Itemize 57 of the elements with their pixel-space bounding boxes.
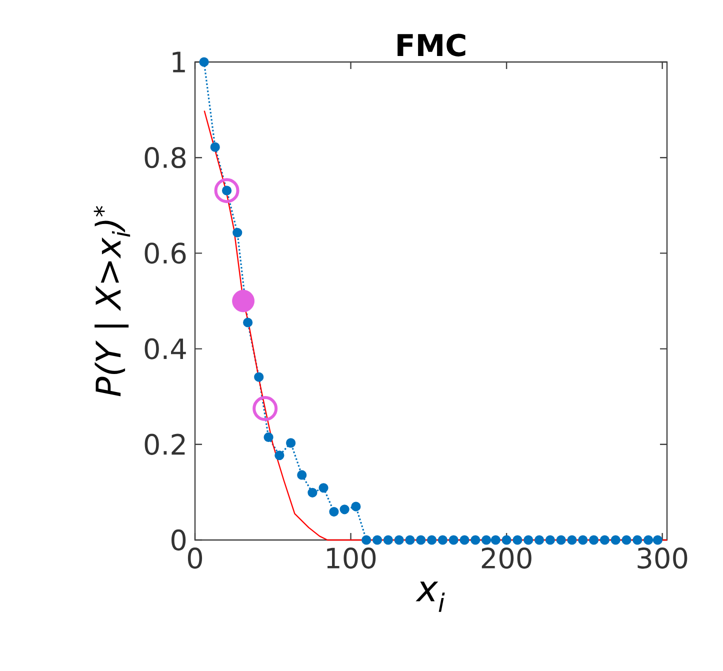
- point: [578, 535, 588, 545]
- point: [545, 535, 555, 545]
- point: [383, 535, 393, 545]
- y-tick-label: 0.6: [144, 242, 186, 264]
- point: [362, 535, 372, 545]
- point: [502, 535, 512, 545]
- point: [199, 57, 209, 67]
- point: [610, 535, 620, 545]
- point: [340, 504, 350, 514]
- point: [460, 535, 470, 545]
- point: [308, 488, 318, 498]
- point: [329, 506, 339, 517]
- y-tick-label: 1: [172, 52, 185, 72]
- point: [252, 396, 278, 422]
- y-axis-title: P(Y | X>x$_{i}$)$^{*}$: [94, 206, 130, 396]
- point: [490, 535, 500, 545]
- point: [524, 535, 534, 545]
- point: [534, 535, 544, 545]
- point: [556, 535, 566, 545]
- y-tick-label: 0: [172, 529, 186, 551]
- y-tick-label: 0.4: [144, 338, 186, 360]
- point: [588, 535, 599, 545]
- x-tick-label: 0: [188, 548, 202, 569]
- point: [394, 535, 404, 545]
- point: [232, 228, 242, 238]
- point: [482, 535, 492, 545]
- point: [214, 178, 240, 204]
- point: [438, 535, 448, 545]
- point: [600, 535, 610, 545]
- point: [652, 535, 662, 545]
- point: [210, 142, 220, 152]
- point: [264, 432, 274, 442]
- x-tick-label: 200: [482, 548, 532, 569]
- point: [622, 535, 632, 545]
- point: [286, 438, 296, 448]
- x-tick-label: 100: [327, 548, 376, 569]
- point: [274, 450, 284, 460]
- x-tick-label: 300: [638, 548, 688, 569]
- point: [405, 535, 415, 545]
- chart-title: FMC: [398, 34, 466, 56]
- y-tick-label: 0.8: [144, 147, 186, 168]
- point: [470, 535, 480, 545]
- point: [297, 470, 307, 480]
- point: [416, 535, 426, 545]
- point: [426, 535, 437, 545]
- point: [254, 372, 264, 382]
- point: [644, 535, 654, 545]
- point: [243, 318, 253, 328]
- point: [318, 483, 328, 493]
- point: [351, 502, 361, 512]
- point: [512, 535, 522, 545]
- x-axis-title: x$_{i}$: [416, 582, 445, 612]
- point: [448, 535, 458, 545]
- point: [567, 535, 577, 545]
- y-tick-label: 0.2: [144, 434, 185, 455]
- point: [372, 535, 382, 545]
- point: [632, 535, 642, 545]
